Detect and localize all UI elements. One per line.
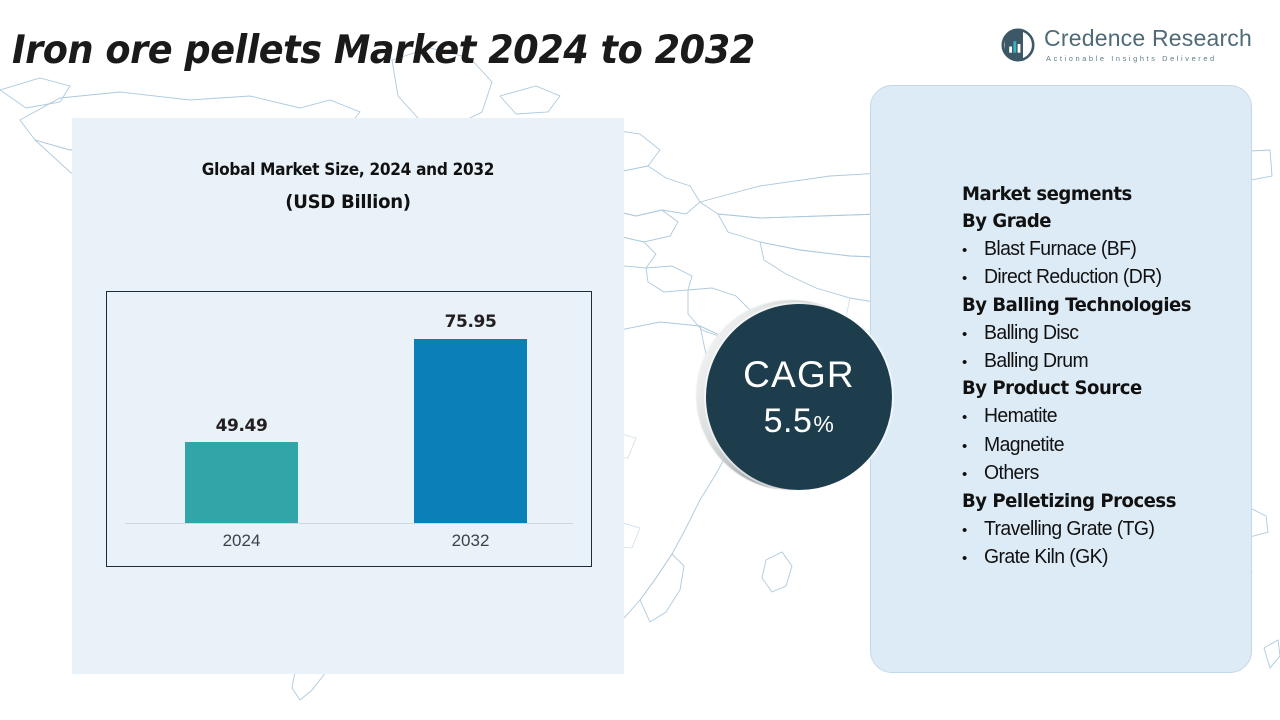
credence-logo-icon xyxy=(1001,28,1035,62)
segment-item-label: Others xyxy=(984,462,1039,485)
segment-group-title-by-balling-technologies: By Balling Technologies xyxy=(962,293,1192,316)
cagr-label: CAGR xyxy=(743,354,855,395)
bar-2032: 75.95 2032 xyxy=(414,312,527,550)
bar-category-label-2032: 2032 xyxy=(451,531,490,550)
bullet-icon: • xyxy=(962,549,967,567)
chart-title-line2: (USD Billion) xyxy=(285,191,411,213)
segments-heading: Market segments xyxy=(962,183,1132,205)
market-segments-list: Market segments By Grade • Blast Furnace… xyxy=(962,181,1262,571)
chart-baseline xyxy=(125,523,573,524)
segment-item-balling-drum: • Balling Drum xyxy=(962,347,1262,375)
bullet-icon: • xyxy=(962,241,967,259)
segment-item-others: • Others xyxy=(962,459,1262,487)
bullet-icon: • xyxy=(962,466,967,484)
cagr-percent-sign: % xyxy=(813,411,835,437)
page-title: Iron ore pellets Market 2024 to 2032 xyxy=(12,28,755,73)
segment-group-title-by-grade: By Grade xyxy=(962,209,1052,232)
segment-item-direct-reduction: • Direct Reduction (DR) xyxy=(962,263,1262,291)
segment-item-label: Grate Kiln (GK) xyxy=(984,545,1108,568)
segment-group-title-by-pelletizing-process: By Pelletizing Process xyxy=(962,489,1176,512)
bullet-icon: • xyxy=(962,409,967,427)
bullet-icon: • xyxy=(962,325,967,343)
bar-value-label-2032: 75.95 xyxy=(444,312,497,332)
bar-value-label-2024: 49.49 xyxy=(215,416,268,436)
cagr-circle: CAGR 5.5 % xyxy=(706,304,892,490)
bullet-icon: • xyxy=(962,354,967,372)
segment-item-label: Balling Drum xyxy=(984,350,1089,373)
bar-chart: 49.49 2024 75.95 2032 xyxy=(106,291,592,567)
bullet-icon: • xyxy=(962,270,967,288)
bar-2024: 49.49 2024 xyxy=(185,416,298,550)
chart-panel-background xyxy=(72,118,624,674)
logo-company-name: Credence Research xyxy=(1044,25,1252,51)
segment-item-balling-disc: • Balling Disc xyxy=(962,319,1262,347)
segment-item-label: Magnetite xyxy=(984,433,1065,456)
segment-item-label: Blast Furnace (BF) xyxy=(984,237,1137,260)
brand-logo: Credence Research Actionable Insights De… xyxy=(1001,27,1252,62)
chart-title-line1: Global Market Size, 2024 and 2032 xyxy=(201,160,495,179)
chart-title: Global Market Size, 2024 and 2032 (USD B… xyxy=(72,160,624,213)
segment-group-title-by-product-source: By Product Source xyxy=(962,377,1142,400)
segment-item-blast-furnace: • Blast Furnace (BF) xyxy=(962,235,1262,263)
segment-item-grate-kiln: • Grate Kiln (GK) xyxy=(962,543,1262,571)
segment-item-label: Balling Disc xyxy=(984,321,1079,344)
logo-tagline: Actionable Insights Delivered xyxy=(1046,54,1217,63)
segment-item-travelling-grate: • Travelling Grate (TG) xyxy=(962,515,1262,543)
bar-category-label-2024: 2024 xyxy=(222,531,261,550)
segment-item-hematite: • Hematite xyxy=(962,402,1262,430)
segment-item-label: Hematite xyxy=(984,405,1058,428)
cagr-badge: CAGR 5.5 % xyxy=(696,300,896,496)
cagr-value: 5.5 xyxy=(763,402,813,440)
bullet-icon: • xyxy=(962,437,967,455)
chart-plot-area: 49.49 2024 75.95 2032 xyxy=(107,292,591,566)
bullet-icon: • xyxy=(962,521,967,539)
segment-item-label: Direct Reduction (DR) xyxy=(984,266,1162,289)
segment-item-magnetite: • Magnetite xyxy=(962,431,1262,459)
cagr-value-group: 5.5 % xyxy=(764,404,835,438)
segment-item-label: Travelling Grate (TG) xyxy=(984,517,1155,540)
